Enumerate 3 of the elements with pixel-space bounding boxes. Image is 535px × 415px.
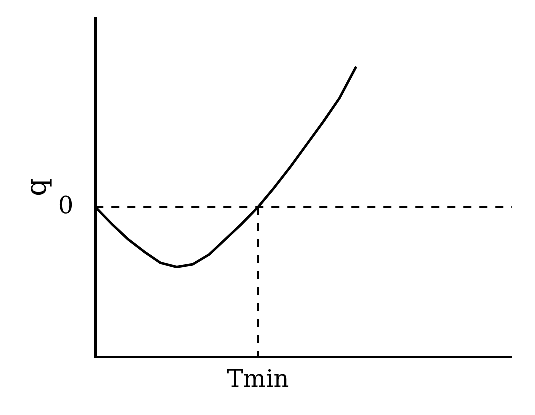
text: Tmin [227, 365, 290, 394]
ref-line-label: 0 [58, 192, 74, 220]
y-axis-title: q [20, 178, 54, 196]
